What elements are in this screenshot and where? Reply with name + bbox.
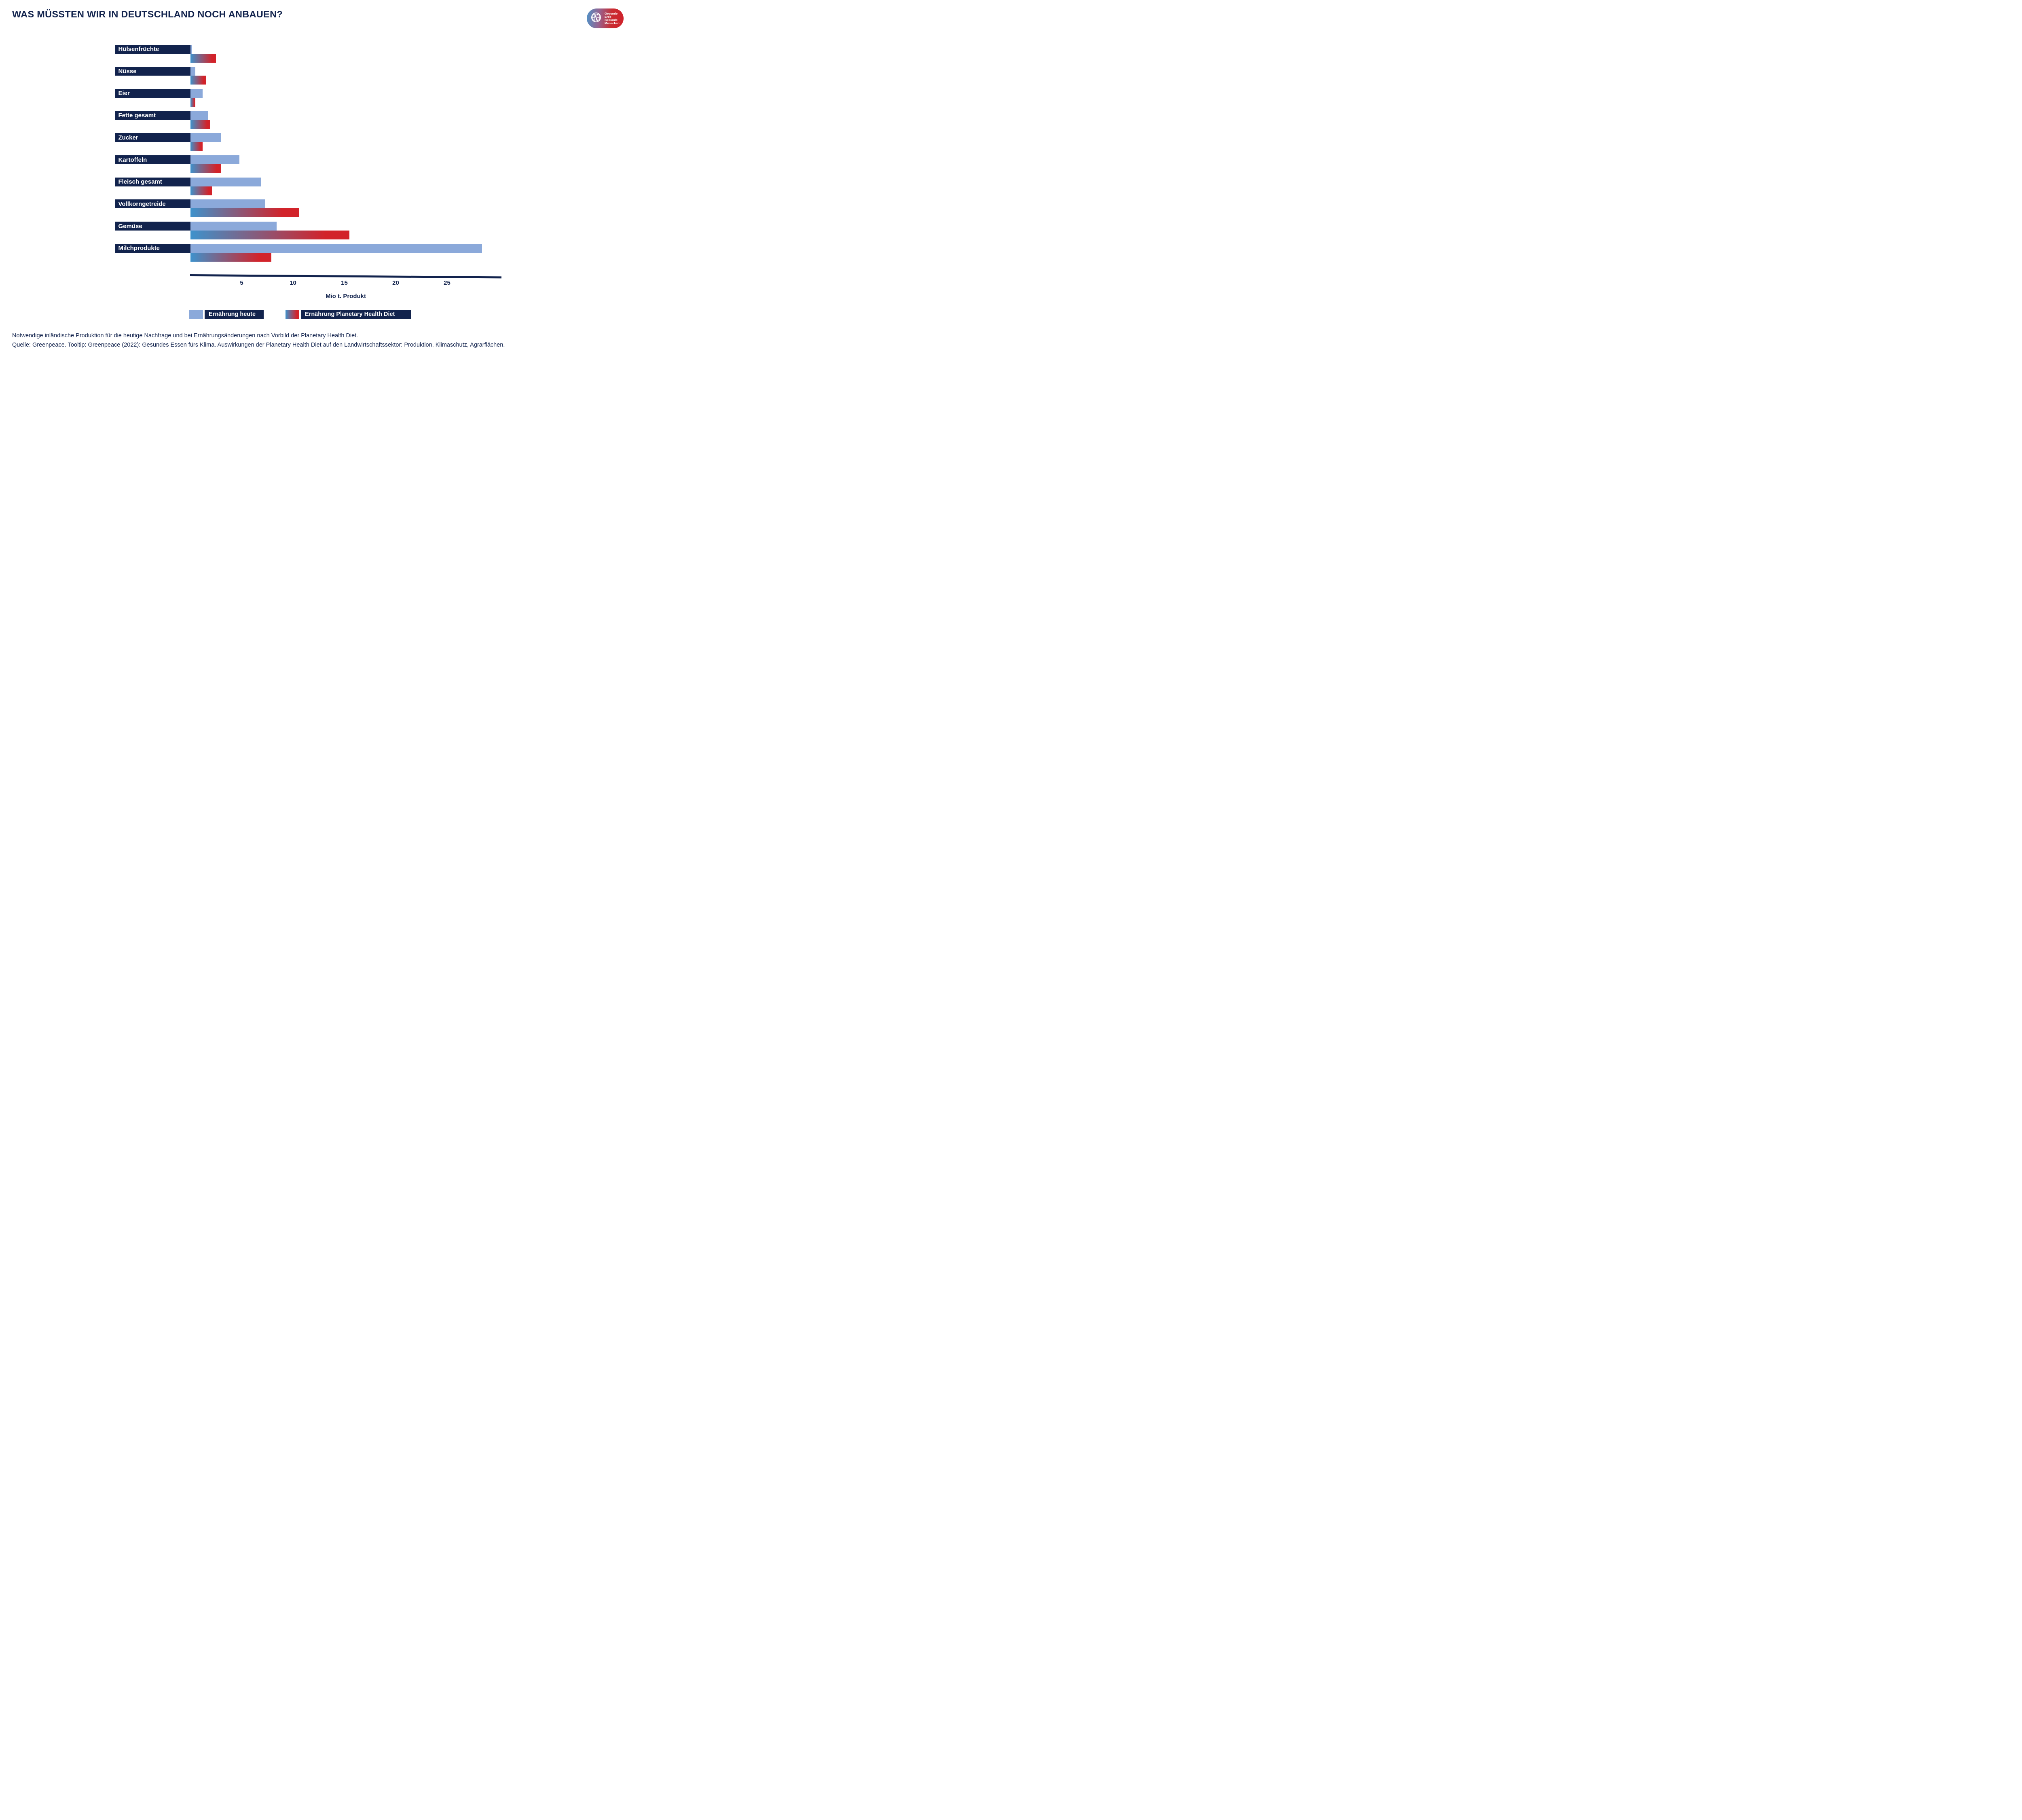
- bar-ernaehrung-heute[interactable]: [190, 222, 277, 231]
- bar-planetary-health-diet[interactable]: [190, 120, 210, 129]
- category-label: Vollkorngetreide: [114, 199, 190, 209]
- bar-ernaehrung-heute[interactable]: [190, 67, 196, 76]
- x-axis-tick: 20: [392, 279, 399, 286]
- footnote-description: Notwendige inländische Produktion für di…: [12, 332, 358, 339]
- legend-item-ernaehrung-heute: Ernährung heute: [205, 310, 264, 319]
- category-label: Nüsse: [114, 67, 190, 76]
- bar-planetary-health-diet[interactable]: [190, 142, 203, 151]
- bar-planetary-health-diet[interactable]: [190, 208, 299, 218]
- x-axis-tick: 15: [341, 279, 348, 286]
- category-label: Gemüse: [114, 222, 190, 231]
- bar-planetary-health-diet[interactable]: [190, 53, 216, 63]
- legend-item-planetary-health-diet: Ernährung Planetary Health Diet: [301, 310, 411, 319]
- bar-planetary-health-diet[interactable]: [190, 186, 212, 195]
- category-label: Kartoffeln: [114, 155, 190, 164]
- category-label: Fleisch gesamt: [114, 177, 190, 186]
- bar-planetary-health-diet[interactable]: [190, 164, 221, 173]
- bar-planetary-health-diet[interactable]: [190, 76, 206, 85]
- category-label: Milchprodukte: [114, 243, 190, 253]
- legend-swatch-planetary-health-diet: [286, 310, 299, 319]
- x-axis-tick: 25: [444, 279, 451, 286]
- x-axis-line: [190, 274, 501, 279]
- bar-ernaehrung-heute[interactable]: [190, 199, 265, 209]
- category-label: Fette gesamt: [114, 111, 190, 120]
- legend-label: Ernährung Planetary Health Diet: [305, 311, 395, 317]
- footnote-source: Quelle: Greenpeace. Tooltip: Greenpeace …: [12, 342, 505, 348]
- bar-planetary-health-diet[interactable]: [190, 252, 272, 262]
- legend-label: Ernährung heute: [209, 311, 256, 317]
- bar-ernaehrung-heute[interactable]: [190, 177, 261, 186]
- x-axis-tick: 5: [240, 279, 243, 286]
- x-axis-label: Mio t. Produkt: [326, 293, 366, 300]
- logo-wordmark: Gesunde Erde Gesunde Menschen: [605, 11, 620, 25]
- x-axis-tick: 10: [290, 279, 296, 286]
- infographic-canvas: WAS MÜSSTEN WIR IN DEUTSCHLAND NOCH ANBA…: [0, 0, 634, 357]
- globe-heartbeat-icon: [589, 11, 603, 26]
- bar-planetary-health-diet[interactable]: [190, 97, 196, 107]
- bar-ernaehrung-heute[interactable]: [190, 44, 192, 54]
- gesunde-erde-gesunde-menschen-logo: Gesunde Erde Gesunde Menschen: [587, 8, 624, 28]
- category-label: Zucker: [114, 133, 190, 142]
- bar-ernaehrung-heute[interactable]: [190, 133, 221, 142]
- page-title: WAS MÜSSTEN WIR IN DEUTSCHLAND NOCH ANBA…: [12, 9, 283, 19]
- legend-swatch-heute: [189, 310, 203, 319]
- bar-planetary-health-diet[interactable]: [190, 231, 350, 240]
- bar-ernaehrung-heute[interactable]: [190, 243, 482, 253]
- bar-ernaehrung-heute[interactable]: [190, 111, 208, 120]
- category-label: Eier: [114, 89, 190, 98]
- bar-ernaehrung-heute[interactable]: [190, 155, 240, 164]
- bar-ernaehrung-heute[interactable]: [190, 89, 203, 98]
- category-label: Hülsenfrüchte: [114, 44, 190, 54]
